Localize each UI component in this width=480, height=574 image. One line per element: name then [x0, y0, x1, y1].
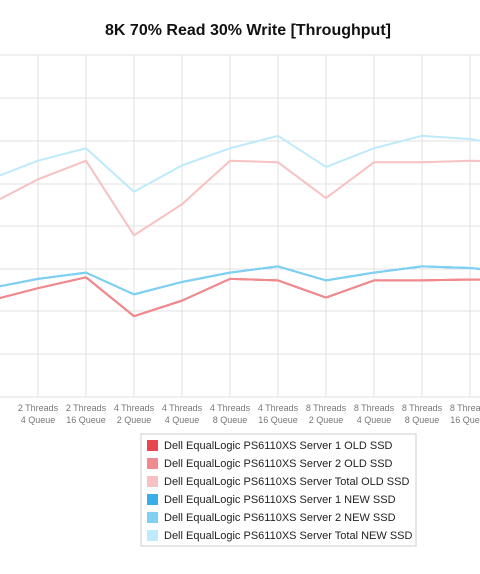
chart-title: 8K 70% Read 30% Write [Throughput] [105, 22, 391, 39]
legend-box [140, 433, 417, 547]
legend-label: Dell EqualLogic PS6110XS Server 2 NEW SS… [164, 512, 396, 524]
legend-swatch [147, 494, 158, 505]
legend-swatch [147, 476, 158, 487]
x-tick-label: 8 Queue [213, 415, 248, 425]
x-tick-label: 2 Queue [117, 415, 152, 425]
x-tick-label: 2 Threads [66, 403, 107, 413]
x-tick-label: 4 Threads [162, 403, 203, 413]
series-line-3 [0, 159, 480, 237]
x-tick-label: 8 Queue [405, 415, 440, 425]
series-line-5 [0, 265, 480, 296]
legend-label: Dell EqualLogic PS6110XS Server Total NE… [164, 530, 412, 542]
x-tick-label: 8 Threads [354, 403, 395, 413]
series-line-2 [0, 276, 480, 318]
x-tick-label: 16 Queue [450, 415, 480, 425]
x-tick-label: 2 Threads [18, 403, 59, 413]
series-line-6 [0, 134, 480, 193]
grid [0, 54, 480, 398]
legend-swatch [147, 530, 158, 541]
legend-label: Dell EqualLogic PS6110XS Server 2 OLD SS… [164, 458, 393, 470]
legend-swatch [147, 440, 158, 451]
x-tick-label: 4 Threads [210, 403, 251, 413]
x-tick-label: 16 Queue [66, 415, 106, 425]
x-tick-label: 8 Threads [306, 403, 347, 413]
x-tick-label: 8 Threads [450, 403, 480, 413]
legend-swatch [147, 512, 158, 523]
x-tick-label: 4 Queue [165, 415, 200, 425]
x-axis-ticks: 2 Threads 4 Queue 2 Threads 16 Queue 4 Threa… [18, 403, 480, 425]
series-layer [0, 134, 480, 318]
legend-label: Dell EqualLogic PS6110XS Server Total OL… [164, 476, 409, 488]
series-line-1 [0, 276, 480, 318]
legend: Dell EqualLogic PS6110XS Server 1 OLD SS… [140, 433, 417, 547]
legend-label: Dell EqualLogic PS6110XS Server 1 NEW SS… [164, 494, 396, 506]
x-tick-label: 8 Threads [402, 403, 443, 413]
x-tick-label: 4 Threads [114, 403, 155, 413]
x-tick-label: 16 Queue [258, 415, 298, 425]
legend-label: Dell EqualLogic PS6110XS Server 1 OLD SS… [164, 440, 393, 452]
x-tick-label: 4 Threads [258, 403, 299, 413]
x-tick-label: 4 Queue [357, 415, 392, 425]
x-tick-label: 2 Queue [309, 415, 344, 425]
x-tick-label: 4 Queue [21, 415, 56, 425]
legend-swatch [147, 458, 158, 469]
